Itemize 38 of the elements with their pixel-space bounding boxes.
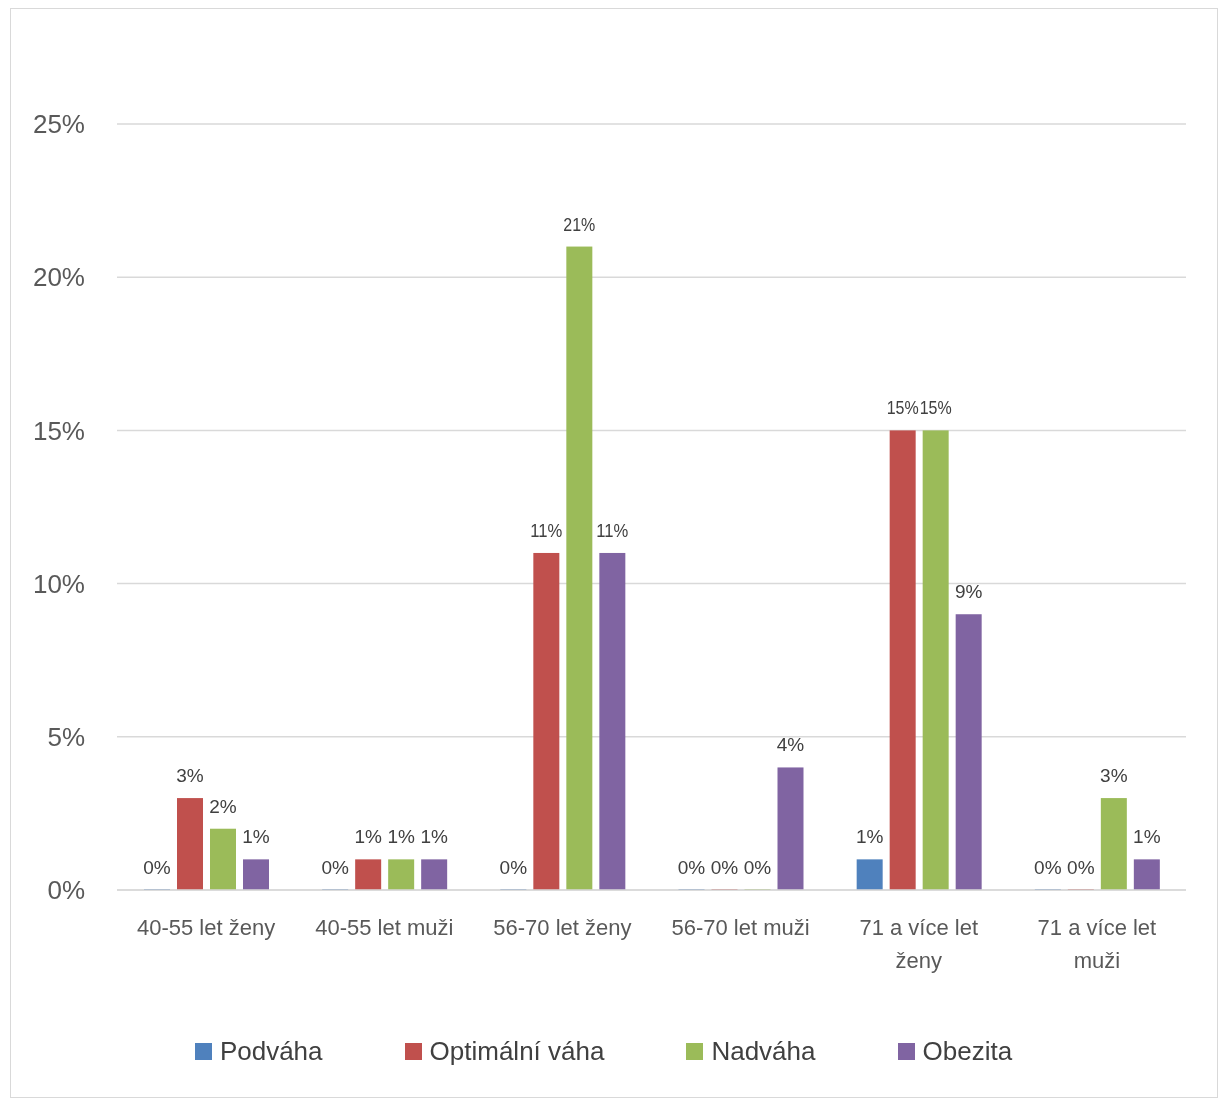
data-label: 21% <box>563 213 602 235</box>
x-tick-label: 40-55 let ženy <box>136 915 276 940</box>
data-label: 0% <box>1067 857 1095 878</box>
y-tick-label: 0% <box>47 875 85 906</box>
data-label: 1% <box>387 826 415 848</box>
x-tick-label: 71 a více let ženy <box>859 915 979 973</box>
legend-label: Obezita <box>922 1035 1013 1067</box>
x-tick-label: 56-70 let muži <box>671 915 810 940</box>
data-label: 2% <box>209 795 237 817</box>
y-tick-label: 5% <box>47 722 85 753</box>
y-tick-label: 15% <box>32 415 85 446</box>
data-label: 9% <box>954 581 983 603</box>
x-tick-label: 40-55 let muži <box>315 915 454 940</box>
data-label: 1% <box>855 826 884 848</box>
data-label: 3% <box>176 765 204 787</box>
data-label: 0% <box>677 857 706 878</box>
data-label: 0% <box>710 857 739 878</box>
x-tick-label: 56-70 let ženy <box>493 915 632 940</box>
y-tick-label: 10% <box>32 568 85 599</box>
data-label: 0% <box>321 857 349 878</box>
y-tick-label: 20% <box>32 262 85 293</box>
x-tick-label: 71 a více let muži <box>1037 915 1157 973</box>
data-label: 3% <box>1100 765 1128 787</box>
data-label: 0% <box>499 857 528 878</box>
data-label: 1% <box>354 826 382 848</box>
data-label: 1% <box>1133 826 1161 848</box>
legend-label: Optimální váha <box>429 1035 605 1067</box>
data-label: 0% <box>143 857 171 878</box>
legend-label: Nadváha <box>711 1035 816 1067</box>
data-label: 0% <box>1034 857 1062 878</box>
data-label: 0% <box>743 857 772 878</box>
legend-label: Podváha <box>219 1035 323 1067</box>
data-label: 1% <box>420 826 448 848</box>
data-label: 11% <box>596 519 633 541</box>
data-label: 1% <box>242 826 270 848</box>
y-tick-label: 25% <box>32 109 85 140</box>
data-label: 4% <box>776 734 805 756</box>
data-label: 11% <box>530 519 567 541</box>
